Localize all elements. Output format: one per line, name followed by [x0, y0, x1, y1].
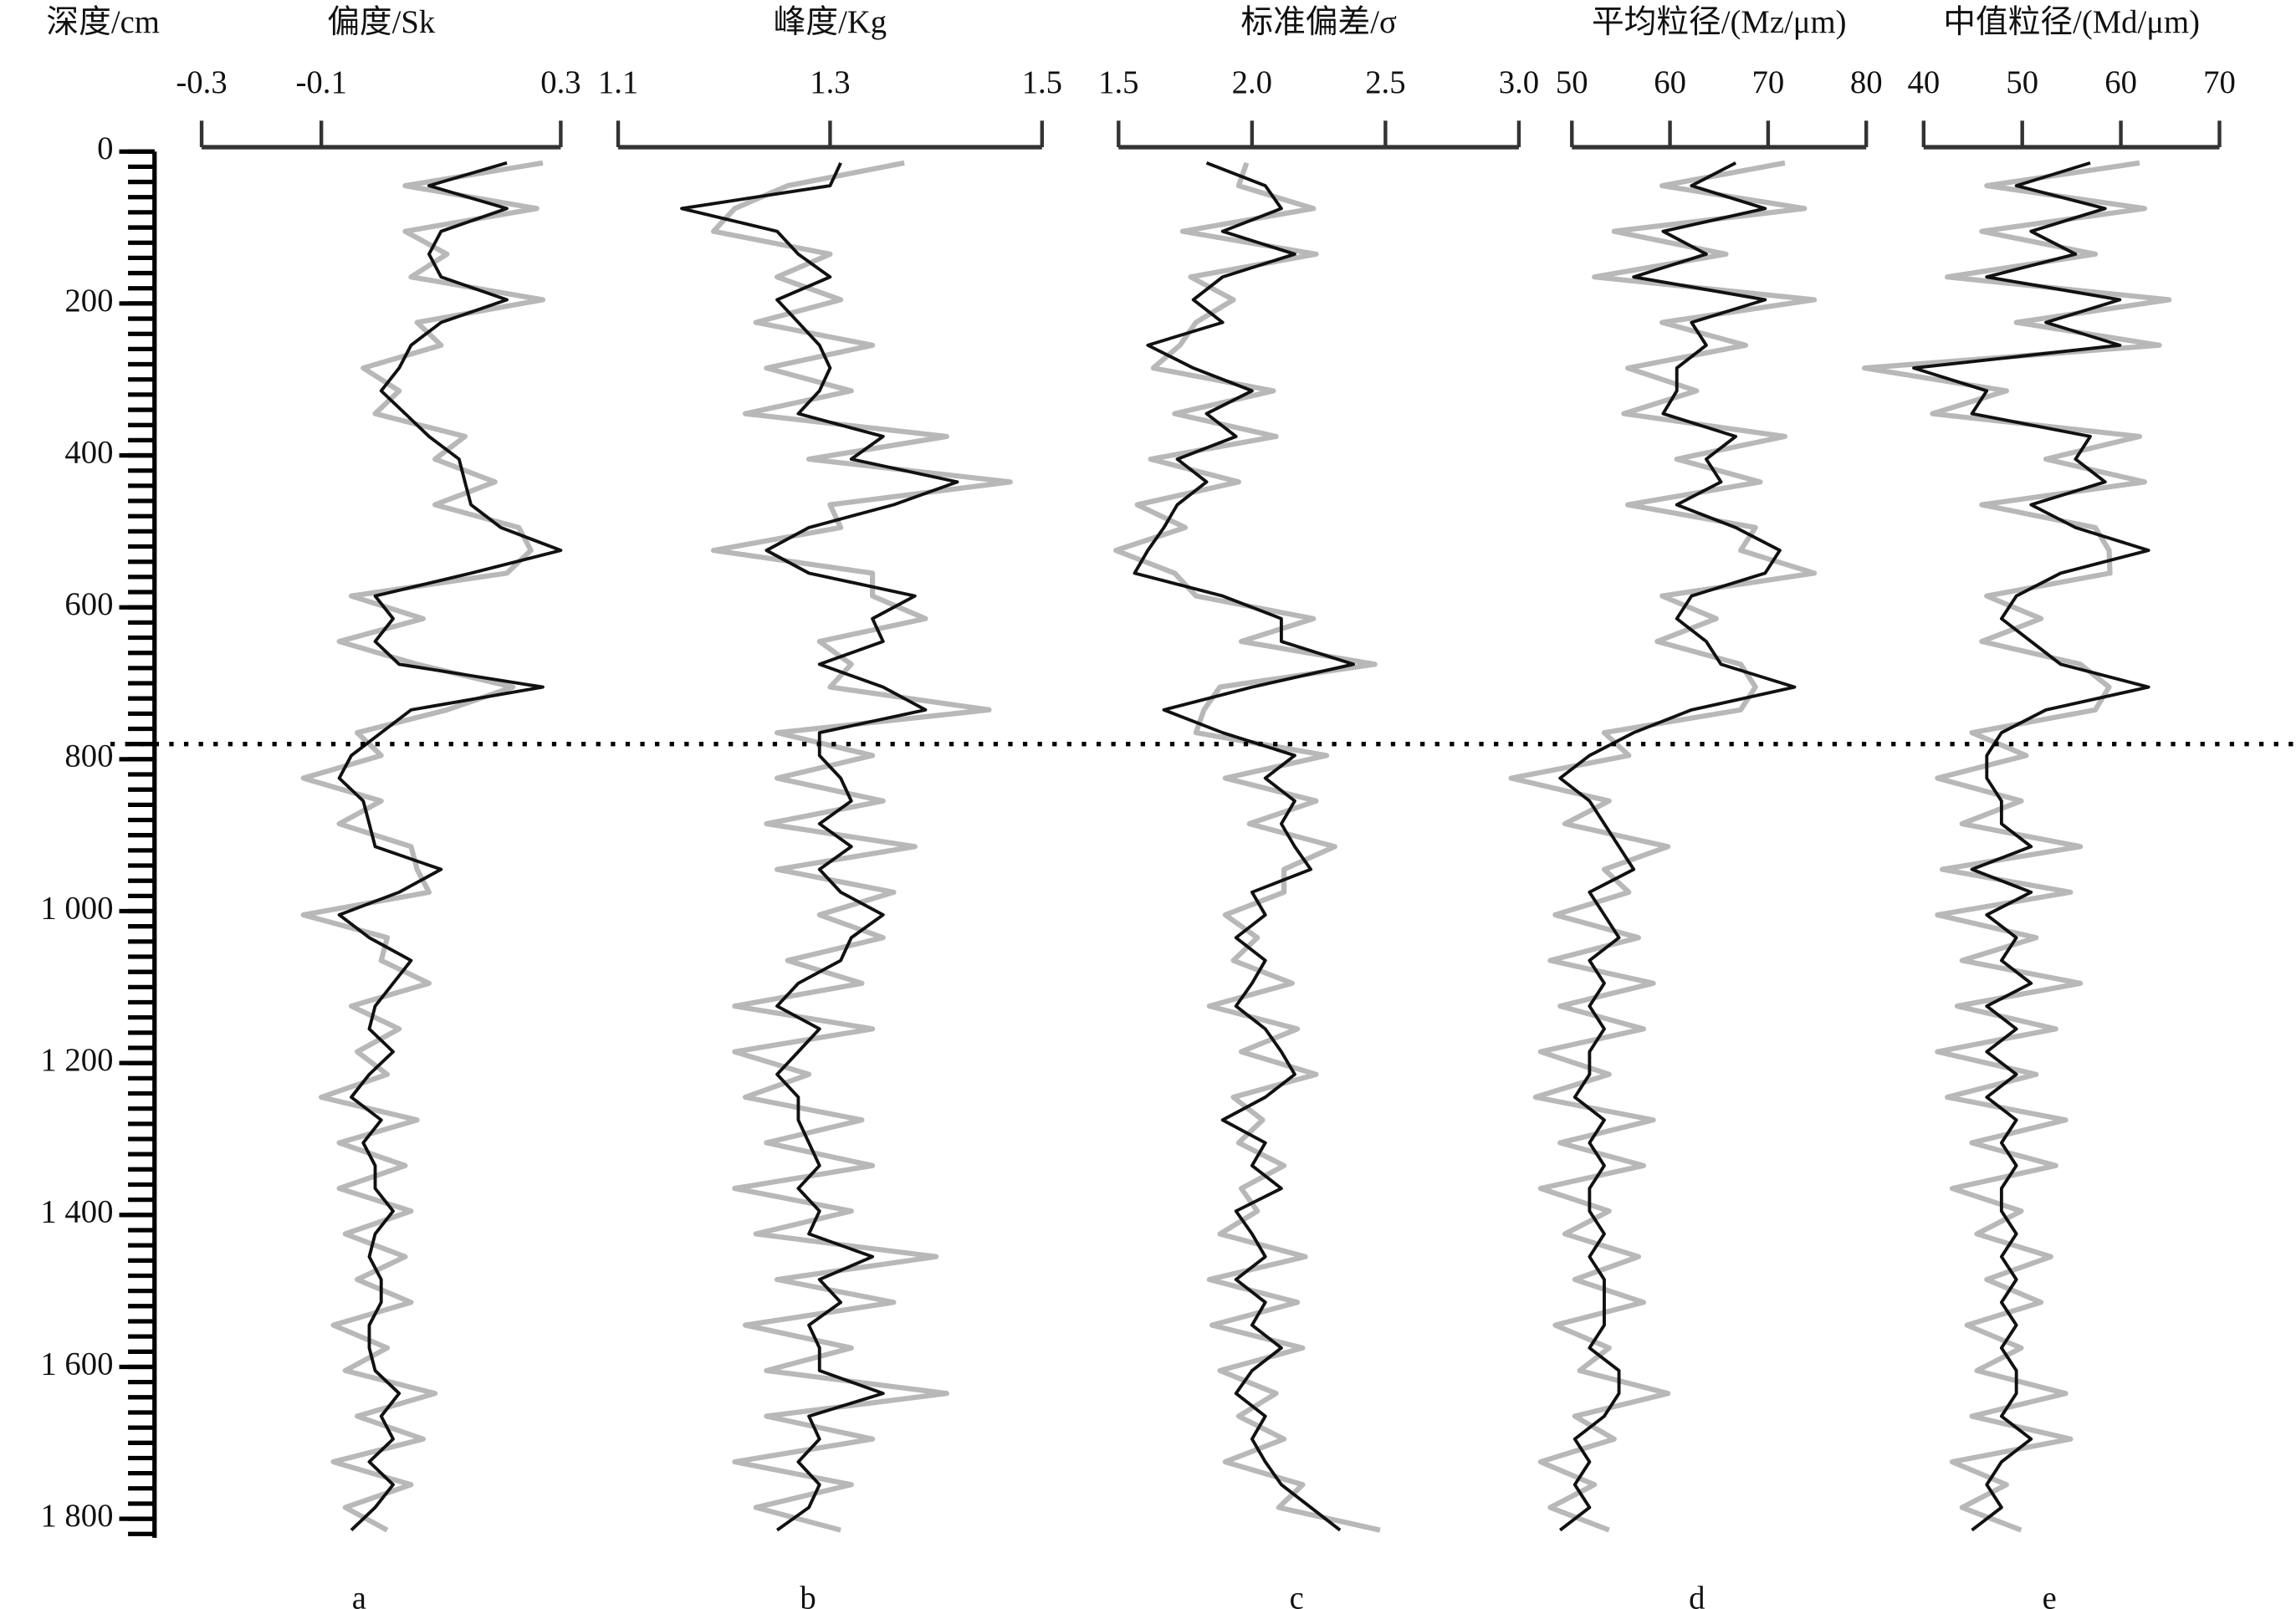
smoothed-line [1133, 161, 1356, 1532]
panel-label: a [352, 1581, 366, 1609]
x-tick-label: 50 [2006, 65, 2038, 100]
x-tick-label: -0.1 [296, 65, 347, 100]
smoothed-line [1912, 161, 2150, 1532]
x-tick-label: 60 [2104, 65, 2137, 100]
x-tick-label: 1.5 [1098, 65, 1138, 100]
panel-label: b [800, 1581, 816, 1609]
x-tick-label: 2.0 [1232, 65, 1272, 100]
raw-line [710, 160, 1013, 1533]
panel-label: d [1689, 1581, 1705, 1609]
x-tick-label: 40 [1907, 65, 1940, 100]
panel-title: 峰度/Kg [774, 4, 887, 40]
y-tick-label: 200 [64, 283, 113, 319]
y-tick-label: 1 000 [40, 891, 113, 926]
y-tick-label: 400 [64, 435, 113, 470]
x-tick-label: 80 [1850, 65, 1883, 100]
smoothed-line [1558, 161, 1797, 1532]
y-tick-label: 600 [64, 587, 113, 622]
y-tick-label: 1 400 [40, 1195, 113, 1230]
x-tick-label: 70 [1752, 65, 1785, 100]
raw-line [300, 160, 546, 1533]
y-axis-title: 深度/cm [46, 4, 159, 40]
x-tick-label: 60 [1654, 65, 1686, 100]
raw-line [1862, 160, 2172, 1533]
panel-label: e [2043, 1581, 2057, 1609]
x-tick-label: 70 [2203, 65, 2236, 100]
x-tick-label: -0.3 [176, 65, 227, 100]
smoothed-line [680, 161, 959, 1532]
y-tick-label: 1 800 [40, 1499, 113, 1534]
panel-title: 标准偏差/σ [1240, 5, 1397, 40]
x-tick-label: 0.3 [540, 65, 580, 100]
smoothed-line [337, 161, 563, 1532]
x-tick-label: 1.3 [810, 65, 850, 100]
x-tick-label: 1.1 [598, 65, 638, 100]
y-tick-label: 800 [64, 739, 113, 774]
panel-title: 平均粒径/(Mz/μm) [1592, 4, 1847, 40]
y-tick-label: 1 200 [40, 1043, 113, 1078]
panel-title: 偏度/Sk [327, 4, 436, 40]
y-tick-label: 0 [97, 131, 113, 166]
raw-line [1508, 160, 1818, 1533]
x-tick-label: 3.0 [1499, 65, 1539, 100]
x-tick-label: 2.5 [1365, 65, 1405, 100]
panel-title: 中值粒径/(Md/μm) [1943, 4, 2200, 40]
x-tick-label: 1.5 [1022, 65, 1062, 100]
y-tick-label: 1 600 [40, 1346, 113, 1382]
panel-label: c [1290, 1581, 1304, 1609]
raw-line [1113, 161, 1381, 1533]
x-tick-label: 50 [1556, 65, 1588, 100]
